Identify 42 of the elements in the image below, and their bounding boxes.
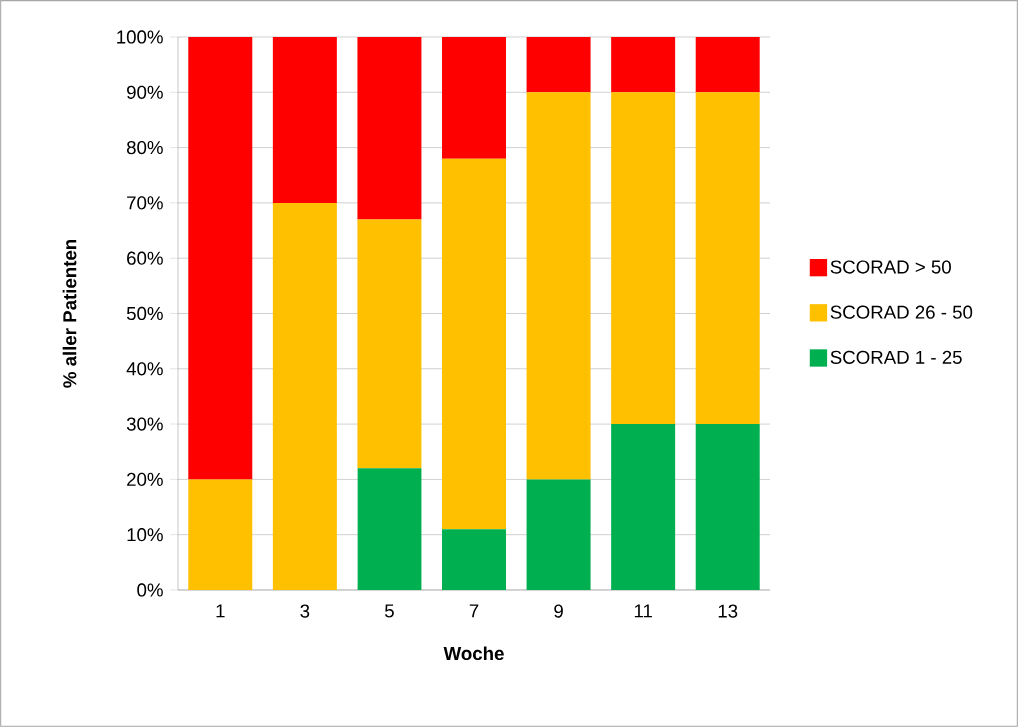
bar [526, 36, 591, 93]
x-tick-label: 7 [469, 604, 479, 618]
x-tick-label: 1 [216, 604, 225, 618]
y-tick-label: 60% [127, 251, 163, 265]
bar [357, 468, 422, 590]
bar [188, 36, 253, 480]
bar [357, 219, 422, 469]
x-tick-label: 9 [554, 604, 563, 618]
x-tick-label: 5 [384, 604, 394, 618]
x-tick-label: 11 [634, 604, 652, 618]
y-tick-label: 70% [127, 196, 163, 210]
bar [272, 36, 337, 203]
y-tick-label: 90% [127, 85, 163, 99]
bar [695, 424, 760, 590]
bar [695, 36, 760, 93]
bar [526, 92, 591, 480]
legend-label: SCORAD 1 - 25 [830, 350, 962, 364]
bar [188, 479, 253, 590]
y-tick-label: 80% [126, 140, 163, 155]
bar [442, 529, 506, 590]
y-tick-label: 30% [126, 417, 163, 431]
bar [442, 36, 506, 159]
legend-label: SCORAD 26 - 50 [830, 305, 973, 319]
y-tick-label: 20% [127, 472, 163, 486]
bar [695, 92, 760, 425]
y-tick-label: 0% [137, 583, 163, 597]
bar [611, 92, 676, 425]
bar [611, 424, 676, 590]
y-axis-title: % aller Patienten [62, 239, 77, 388]
y-tick-label: 50% [126, 306, 163, 321]
bar [611, 36, 676, 93]
bar [272, 202, 337, 590]
bar [526, 479, 591, 590]
bar [357, 36, 422, 220]
legend-label: SCORAD > 50 [830, 260, 951, 274]
x-tick-label: 3 [300, 604, 310, 618]
y-tick-label: 40% [126, 362, 163, 376]
bar [442, 158, 506, 530]
x-axis-title: Woche [443, 646, 504, 661]
y-tick-label: 100% [117, 30, 163, 44]
y-tick-label: 10% [127, 528, 163, 542]
x-tick-label: 13 [718, 604, 738, 618]
